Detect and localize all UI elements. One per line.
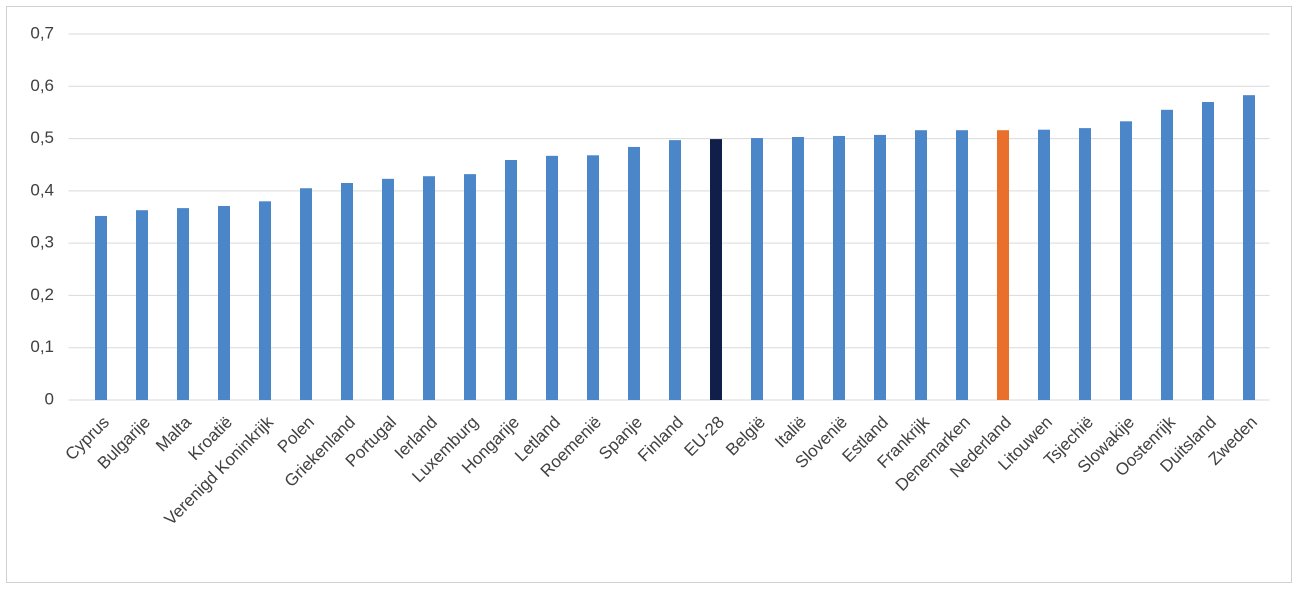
y-tick-label: 0,2: [30, 285, 54, 304]
bar: [259, 201, 271, 400]
bar: [628, 146, 640, 400]
bar: [669, 140, 681, 400]
bar: [423, 176, 435, 400]
bar: [95, 215, 107, 400]
bar: [546, 155, 558, 400]
bar: [915, 130, 927, 400]
bar: [300, 188, 312, 400]
bar: [382, 178, 394, 400]
bar: [1038, 129, 1050, 400]
bar: [464, 174, 476, 400]
bar: [751, 138, 763, 400]
bar: [1161, 109, 1173, 401]
bar: [710, 139, 722, 400]
bar: [341, 183, 353, 400]
y-tick-label: 0,1: [30, 337, 54, 356]
bar: [218, 206, 230, 400]
y-tick-label: 0,5: [30, 128, 54, 147]
bar: [587, 155, 599, 400]
bar: [177, 208, 189, 400]
bar: [997, 130, 1009, 400]
y-tick-label: 0,4: [30, 180, 54, 199]
y-tick-label: 0,6: [30, 76, 54, 95]
bar: [1079, 128, 1091, 400]
bar: [136, 210, 148, 400]
y-tick-label: 0,7: [30, 23, 54, 42]
bar: [1243, 95, 1255, 400]
bar: [956, 130, 968, 400]
bar: [833, 135, 845, 400]
bar: [874, 134, 886, 400]
bar: [1120, 121, 1132, 401]
bar: [505, 160, 517, 400]
bar: [792, 137, 804, 400]
bar: [1202, 101, 1214, 400]
y-tick-label: 0: [45, 389, 54, 408]
y-tick-label: 0,3: [30, 233, 54, 252]
